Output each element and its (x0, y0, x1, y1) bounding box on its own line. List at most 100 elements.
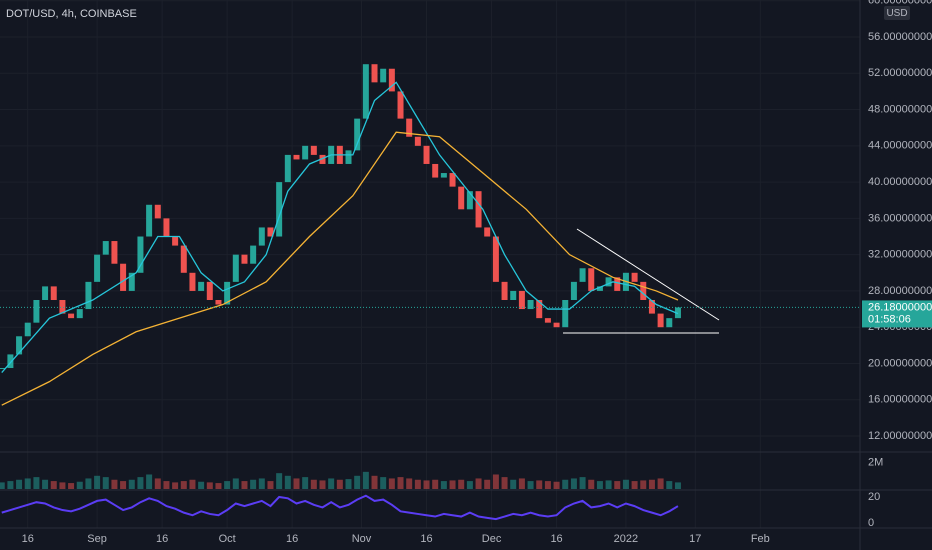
volume-bar (648, 479, 655, 489)
volume-bar (605, 480, 612, 489)
candle (250, 245, 257, 264)
volume-bar (50, 481, 57, 489)
y-tick-label: 16.00000000 (868, 394, 932, 406)
volume-bar (310, 479, 317, 489)
candle (388, 68, 395, 92)
volume-bar (414, 479, 421, 489)
volume-bar (336, 479, 343, 489)
candle (354, 118, 361, 151)
candle (484, 227, 491, 237)
volume-bar (111, 479, 118, 489)
candle (85, 281, 92, 310)
volume-bar (250, 479, 257, 489)
volume-bar (172, 482, 179, 489)
volume-bar (68, 483, 75, 489)
volume-bar (640, 480, 647, 489)
x-tick-label: Oct (219, 533, 236, 545)
volume-bar (622, 479, 629, 489)
volume-bar (85, 478, 92, 489)
volume-bar (553, 481, 560, 489)
volume-bar (267, 481, 274, 489)
volume-bar (94, 475, 101, 489)
volume-bar (536, 480, 543, 489)
volume-bar (475, 478, 482, 489)
candle (397, 91, 404, 119)
candle (0, 368, 5, 370)
x-tick-label: 16 (156, 533, 168, 545)
x-tick-label: 16 (286, 533, 298, 545)
volume-bar (16, 479, 23, 489)
y-tick-label: 60.00000000 (868, 0, 932, 7)
candle (206, 281, 213, 300)
volume-bar (596, 481, 603, 489)
volume-bar (466, 481, 473, 489)
volume-bar (128, 479, 135, 489)
currency-box[interactable] (884, 6, 910, 20)
candle (24, 322, 31, 337)
candle (527, 300, 534, 310)
volume-bar (440, 481, 447, 489)
candle (258, 227, 265, 246)
volume-bar (397, 477, 404, 489)
volume-bar (302, 477, 309, 489)
volume-bar (189, 479, 196, 489)
candle (102, 241, 109, 255)
candle (492, 236, 499, 282)
x-tick-label: Nov (352, 533, 372, 545)
volume-bar (59, 482, 66, 489)
x-tick-label: Sep (87, 533, 107, 545)
moving-average (1, 131, 679, 406)
candle (475, 191, 482, 228)
candle (302, 145, 309, 160)
volume-bar (544, 481, 551, 489)
x-tick-label: 17 (689, 533, 701, 545)
volume-bar (0, 482, 5, 489)
candle (50, 286, 57, 300)
candle (128, 272, 135, 291)
volume-bar (215, 483, 222, 489)
volume-bar (76, 481, 83, 489)
candle (666, 318, 673, 328)
candle (120, 263, 127, 291)
candle (536, 300, 543, 319)
volume-bar (380, 477, 387, 489)
candle (33, 300, 40, 323)
candle (137, 236, 144, 273)
candle (198, 281, 205, 291)
y-tick-label: 32.00000000 (868, 249, 932, 261)
candle (224, 281, 231, 305)
volume-bar (449, 480, 456, 489)
x-tick-label: 16 (420, 533, 432, 545)
candle (631, 272, 638, 282)
candle (458, 186, 465, 210)
volume-bar (388, 478, 395, 489)
candle (423, 145, 430, 164)
volume-bar (423, 480, 430, 489)
candle (562, 300, 569, 328)
volume-bar (371, 475, 378, 489)
y-tick-label: 12.00000000 (868, 430, 932, 442)
oscillator-tick-label: 0 (868, 517, 874, 529)
volume-bar (510, 479, 517, 489)
candle (189, 272, 196, 291)
candle (68, 313, 75, 319)
candle (648, 300, 655, 314)
volume-tick-label: 2M (868, 457, 883, 469)
volume-bar (33, 477, 40, 489)
volume-bar (42, 479, 49, 489)
candle (414, 136, 421, 146)
candle (232, 254, 239, 282)
moving-average (1, 81, 679, 373)
candle (449, 173, 456, 187)
volume-bar (614, 481, 621, 489)
countdown: 01:58:06 (868, 313, 911, 325)
candle (76, 309, 83, 319)
candle (605, 277, 612, 287)
x-tick-label: Dec (482, 533, 502, 545)
volume-bar (666, 481, 673, 489)
candle (510, 290, 517, 300)
y-tick-label: 28.00000000 (868, 285, 932, 297)
currency[interactable]: USD (886, 8, 907, 19)
